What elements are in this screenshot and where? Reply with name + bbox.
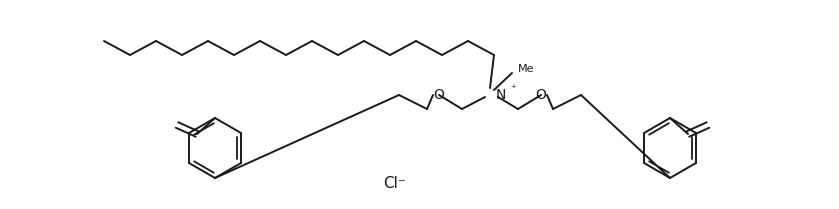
Text: N: N	[496, 88, 507, 102]
Text: O: O	[434, 88, 445, 102]
Text: O: O	[535, 88, 546, 102]
Text: Cl⁻: Cl⁻	[383, 176, 406, 190]
Text: Me: Me	[518, 64, 534, 74]
Text: ⁺: ⁺	[510, 84, 516, 94]
